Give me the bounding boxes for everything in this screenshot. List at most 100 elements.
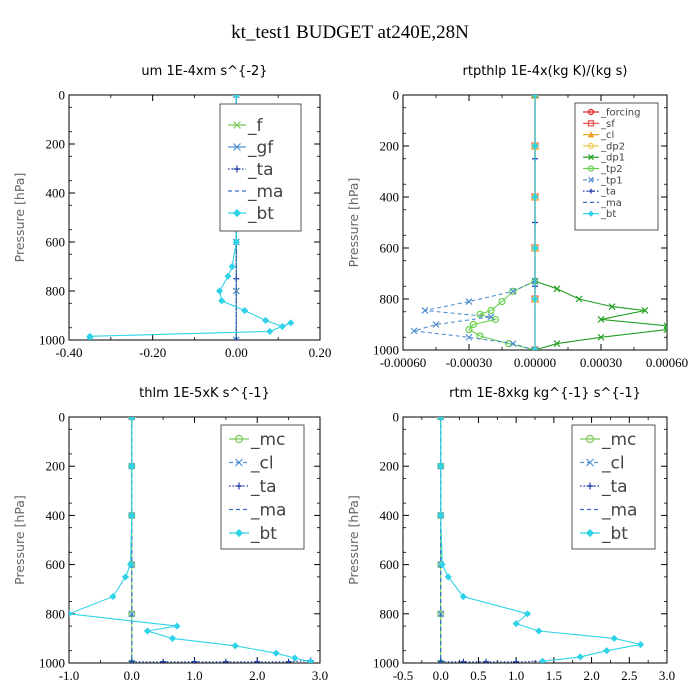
data-point-bt: [121, 573, 130, 581]
data-point-bt: [218, 297, 226, 305]
data-point-bt: [512, 620, 520, 628]
data-point-bt: [437, 511, 445, 519]
y-tick-label: 200: [46, 137, 66, 152]
data-point-tp1: [509, 340, 517, 348]
data-point-dp1: [531, 95, 539, 99]
x-tick-label: 1.5: [546, 668, 562, 683]
data-point-bt: [307, 658, 315, 663]
data-point-bt: [444, 573, 452, 581]
series-line-dp1: [534, 95, 667, 350]
legend-marker: [588, 154, 594, 161]
data-point-ta: [254, 658, 261, 663]
data-point-bt: [231, 642, 239, 650]
data-point-bt: [637, 640, 645, 649]
legend-marker: [587, 131, 595, 138]
data-point-bt: [86, 333, 94, 340]
y-tick-label: 600: [380, 557, 400, 572]
data-point-cl: [437, 659, 445, 663]
legend-label: _ma: [250, 501, 286, 521]
legend-label: _f: [247, 116, 264, 136]
data-point-bt: [576, 653, 584, 661]
data-point-tp2: [491, 315, 499, 323]
data-point-bt: [128, 511, 136, 519]
x-tick-label: 2.5: [621, 668, 637, 683]
series-line-ta: [131, 659, 311, 663]
series-line-bt: [69, 417, 311, 663]
data-point-bt: [437, 417, 445, 421]
data-point-ta: [222, 658, 229, 663]
data-point-tp2: [465, 326, 473, 334]
series-line-ta: [440, 660, 543, 663]
x-tick-label: 0.0: [124, 668, 140, 683]
data-point-bt: [173, 622, 181, 630]
data-point-ta: [482, 658, 489, 663]
data-point-dp1: [597, 315, 605, 323]
data-point-ta: [285, 658, 292, 663]
y-tick-label: 1000: [373, 656, 399, 671]
legend-marker: [586, 458, 594, 467]
x-tick-label: 0.5: [470, 668, 486, 683]
figure-title: kt_test1 BUDGET at240E,28N: [231, 22, 469, 43]
x-tick-label: 0.00000: [514, 355, 556, 370]
data-point-bt: [531, 193, 539, 201]
data-point-tp1: [421, 307, 429, 314]
data-point-cl: [128, 417, 136, 421]
data-point-tp2: [469, 320, 477, 329]
legend-marker: [235, 458, 243, 467]
legend-marker: [588, 188, 594, 194]
legend-label: _gf: [247, 138, 274, 158]
legend-label: _dp1: [600, 153, 625, 164]
legend-label: _ta: [600, 187, 616, 198]
data-point-dp1: [663, 326, 667, 334]
x-tick-label: -1.0: [59, 668, 80, 683]
legend-label: _ma: [247, 182, 283, 202]
panel-title: um 1E-4xm s^{-2}: [141, 64, 267, 79]
x-tick-label: 0.00030: [580, 355, 622, 370]
y-axis-label: Pressure [hPa]: [346, 495, 361, 585]
data-point-bt: [459, 593, 467, 601]
series-group: [410, 95, 667, 350]
legend-label: _ma: [600, 198, 622, 209]
y-tick-label: 800: [46, 606, 66, 621]
data-point-bt: [531, 295, 539, 303]
data-point-bt: [531, 346, 539, 350]
legend: _f_gf_ta_ma_bt: [219, 103, 302, 232]
data-point-cl: [128, 659, 136, 663]
x-tick-label: 1.0: [186, 668, 202, 683]
data-point-tp1: [432, 321, 440, 328]
legend-box: [220, 424, 305, 550]
y-tick-label: 800: [380, 292, 400, 307]
y-axis-label: Pressure [hPa]: [12, 173, 27, 263]
x-tick-label: -0.5: [393, 668, 414, 683]
legend-label: _tp2: [600, 164, 623, 175]
data-point-tp1: [531, 346, 539, 350]
panel-title: thlm 1E-5xK s^{-1}: [139, 386, 270, 401]
y-tick-label: 0: [393, 410, 400, 425]
data-point-tp1: [509, 287, 517, 295]
y-axis-label: Pressure [hPa]: [346, 178, 361, 268]
legend-marker: [588, 176, 594, 183]
legend-label: _cl: [250, 454, 274, 474]
data-point-bt: [109, 593, 117, 601]
series-line-tp1: [413, 280, 536, 350]
x-tick-label: 3.0: [659, 668, 675, 683]
data-point-ta: [513, 658, 520, 663]
legend-label: _bt: [247, 204, 274, 224]
data-point-bt: [603, 647, 611, 655]
legend-marker: [233, 121, 241, 129]
y-tick-label: 0: [59, 88, 66, 103]
y-tick-label: 400: [46, 186, 66, 201]
x-tick-label: 0.0: [433, 668, 449, 683]
x-tick-label: 0.00060: [646, 355, 688, 370]
data-point-bt: [232, 95, 240, 99]
data-point-tp1: [465, 333, 473, 341]
y-axis-label: Pressure [hPa]: [12, 495, 27, 585]
legend-label: _mc: [250, 430, 285, 450]
data-point-bt: [128, 417, 136, 421]
series-group: [437, 417, 645, 663]
data-point-tp2: [476, 310, 484, 318]
panel-1: um 1E-4xm s^{-2} Pressure [hPa] 0 200 400 600…: [12, 64, 331, 360]
data-point-bt: [168, 634, 177, 642]
legend: _mc _cl _ta _ma _bt: [571, 424, 656, 550]
data-point-tp2: [498, 297, 506, 306]
